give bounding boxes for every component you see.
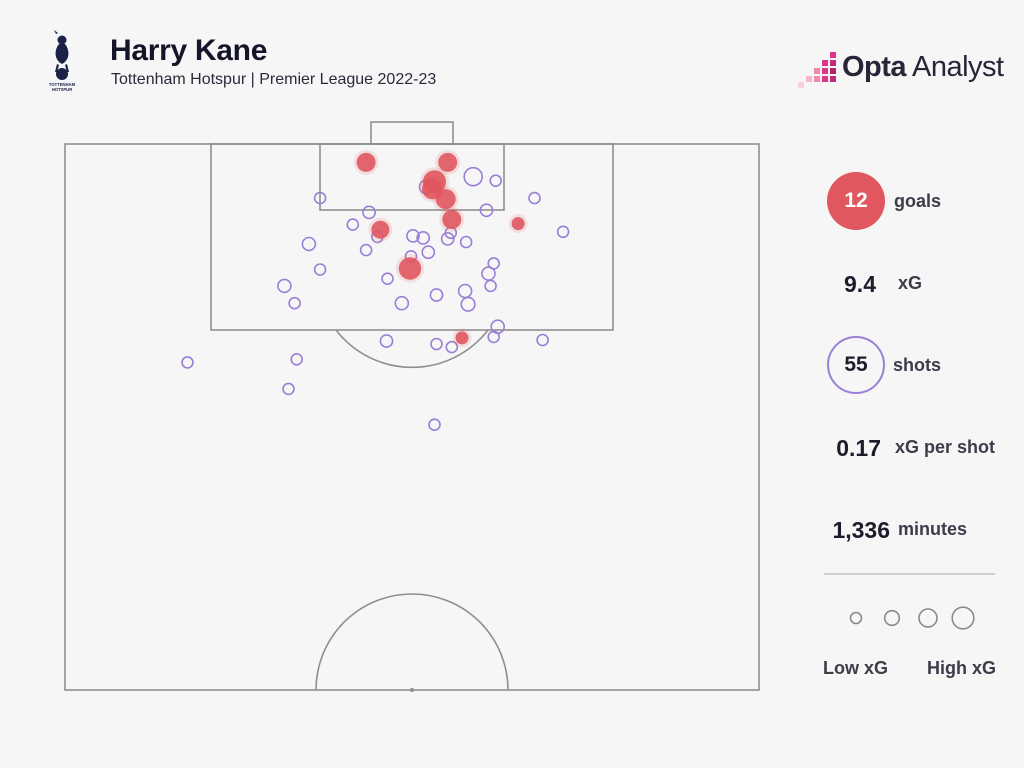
goals-label: goals [894,191,942,211]
shot-marker [556,225,570,239]
goal-marker [438,152,458,172]
xg-value: 9.4 [844,271,876,297]
shot-marker [290,352,304,366]
shot-marker [430,337,443,351]
shot-marker [479,203,494,218]
penalty-arc [335,329,489,369]
shot-marker [381,272,394,286]
shot-marker [313,191,327,205]
minutes-label: minutes [898,519,968,539]
goals-layer [353,149,528,348]
centre-spot [410,688,414,692]
shot-marker [346,218,360,231]
shot-marker [428,418,441,432]
goal [370,121,454,145]
legend-size-circle [849,611,863,625]
shot-marker [394,295,410,311]
shot-marker [481,266,496,281]
opta-logo-icon [798,52,836,88]
shot-marker [429,288,444,302]
xg-label: xG [898,273,923,293]
stats-divider [824,573,995,575]
legend-low-label: Low xG [823,658,889,678]
shot-marker [484,279,497,293]
shot-marker [406,228,420,243]
shot-marker [445,340,459,354]
shot-marker [460,296,476,312]
goal-marker [442,210,462,229]
legend-size-circle [918,608,938,628]
goal-marker [455,331,469,345]
shot-marker [301,236,317,252]
legend-size-circle [951,606,975,630]
shot-marker [313,263,327,276]
shots-value-badge: 55 [827,336,885,394]
goal-marker [356,152,376,172]
tottenham-crest-icon: TOTTENHAM HOTSPUR [49,30,76,92]
pitch-lines [64,121,760,691]
shot-marker [440,231,455,246]
shot-marker [362,205,376,220]
minutes-value: 1,336 [832,517,890,543]
xg-per-shot-value: 0.17 [836,435,881,461]
shot-marker [277,278,292,294]
xg-per-shot-label: xG per shot [895,437,996,457]
goal-marker [398,257,422,280]
shot-map-pitch [64,121,760,692]
shot-marker [282,382,295,396]
shots-label: shots [893,355,942,375]
goals-value-badge: 12 [827,172,885,230]
brand-light: Analyst [906,51,1004,83]
penalty-area [210,143,614,331]
xg-size-legend [849,606,975,630]
pitch-outline [64,143,760,691]
shot-marker [379,334,394,348]
shot-marker [359,243,373,257]
shot-marker [421,245,436,260]
shot-marker [489,174,503,187]
shots-layer [181,166,570,432]
brand-name: Opta Analyst [842,51,1004,84]
six-yard-box [319,143,505,211]
centre-circle-arc [315,593,509,691]
legend-high-label: High xG [927,658,997,678]
svg-text:HOTSPUR: HOTSPUR [52,87,72,92]
shot-marker [288,296,301,310]
subtitle: Tottenham Hotspur | Premier League 2022-… [111,71,437,88]
shot-marker [536,333,549,347]
shot-marker [416,230,431,245]
shot-marker [528,191,541,205]
shot-marker [487,330,501,344]
goal-marker [371,220,390,239]
shot-marker [459,235,473,249]
shot-marker [181,356,194,369]
goal-marker [511,217,525,231]
brand-bold: Opta [842,51,907,83]
player-name: Harry Kane [110,34,268,67]
shot-marker [457,283,473,299]
goal-marker [435,189,456,210]
svg-text:TOTTENHAM: TOTTENHAM [49,82,76,87]
legend-size-circle [883,609,901,627]
shot-marker [463,166,484,187]
